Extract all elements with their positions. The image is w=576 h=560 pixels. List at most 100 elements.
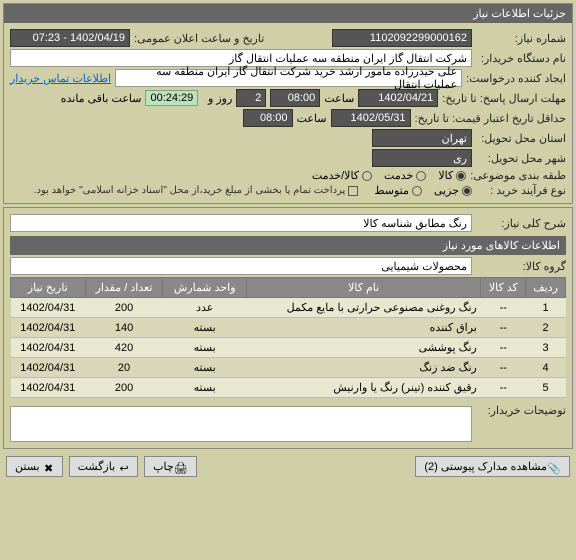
need-no-value: 1102092299000162 <box>332 29 472 47</box>
table-row[interactable]: 5--رقیق کننده (تینر) رنگ یا وارنیشبسته20… <box>11 378 566 398</box>
desc-panel: شرح کلی نیاز: رنگ مطابق شناسه کالا اطلاع… <box>3 207 573 449</box>
table-header: تاریخ نیاز <box>11 278 86 298</box>
row-deadline: مهلت ارسال پاسخ: تا تاریخ: 1402/04/21 سا… <box>10 89 566 107</box>
panel-body: شماره نیاز: 1102092299000162 تاریخ و ساع… <box>4 23 572 203</box>
checkbox-icon <box>348 186 358 196</box>
table-cell: عدد <box>163 298 247 318</box>
city-label: شهر محل تحویل: <box>476 152 566 165</box>
table-header: واحد شمارش <box>163 278 247 298</box>
table-cell: رقیق کننده (تینر) رنگ یا وارنیش <box>246 378 480 398</box>
process-radios: جزیی متوسط <box>374 184 472 197</box>
row-desc: شرح کلی نیاز: رنگ مطابق شناسه کالا <box>10 214 566 232</box>
radio-icon <box>456 171 466 181</box>
footer: 📎 مشاهده مدارک پیوستی (2) 🖨 چاپ ↩ بازگشت… <box>0 452 576 481</box>
items-table: ردیفکد کالانام کالاواحد شمارشتعداد / مقد… <box>10 277 566 398</box>
close-label: بستن <box>15 460 40 473</box>
close-icon: ✖ <box>44 462 54 472</box>
radio-icon <box>416 171 426 181</box>
notes-textarea[interactable] <box>10 406 472 442</box>
table-row[interactable]: 2--براق کنندهبسته1401402/04/31 <box>11 318 566 338</box>
table-cell: بسته <box>163 378 247 398</box>
validity-time: 08:00 <box>243 109 293 127</box>
desc-label: شرح کلی نیاز: <box>476 217 566 230</box>
row-process: نوع فرآیند خرید : جزیی متوسط پرداخت تمام… <box>10 184 566 197</box>
table-row[interactable]: 4--رنگ ضد زنگبسته201402/04/31 <box>11 358 566 378</box>
radio-icon <box>412 186 422 196</box>
row-validity: حداقل تاریخ اعتبار قیمت: تا تاریخ: 1402/… <box>10 109 566 127</box>
back-icon: ↩ <box>119 462 129 472</box>
process-label: نوع فرآیند خرید : <box>476 184 566 197</box>
deadline-label: مهلت ارسال پاسخ: تا تاریخ: <box>442 92 566 105</box>
table-cell: بسته <box>163 318 247 338</box>
radio-goods[interactable]: کالا <box>438 169 466 182</box>
radio-small-label: جزیی <box>434 184 459 197</box>
table-cell: رنگ روغنی مصنوعی حرارتی با مایع مکمل <box>246 298 480 318</box>
back-button[interactable]: ↩ بازگشت <box>69 456 139 477</box>
table-cell: بسته <box>163 358 247 378</box>
remain-day-label: روز و <box>202 92 232 105</box>
radio-icon <box>462 186 472 196</box>
table-cell: 1402/04/31 <box>11 298 86 318</box>
radio-small[interactable]: جزیی <box>434 184 472 197</box>
need-no-label: شماره نیاز: <box>476 32 566 45</box>
back-label: بازگشت <box>78 460 116 473</box>
announce-value: 1402/04/19 - 07:23 <box>10 29 130 47</box>
remain-days: 2 <box>236 89 266 107</box>
table-cell: 1402/04/31 <box>11 358 86 378</box>
print-button[interactable]: 🖨 چاپ <box>144 456 197 477</box>
province-value: تهران <box>372 129 472 147</box>
buyer-label: نام دستگاه خریدار: <box>476 52 566 65</box>
table-cell: -- <box>481 298 526 318</box>
main-panel: جزئیات اطلاعات نیاز شماره نیاز: 11020922… <box>3 3 573 204</box>
radio-medium[interactable]: متوسط <box>374 184 422 197</box>
row-city: شهر محل تحویل: ری <box>10 149 566 167</box>
payment-note: پرداخت تمام یا بخشی از مبلغ خرید،از محل … <box>34 185 346 196</box>
announce-label: تاریخ و ساعت اعلان عمومی: <box>134 32 264 45</box>
category-radios: کالا خدمت کالا/خدمت <box>312 169 466 182</box>
table-cell: 20 <box>85 358 163 378</box>
table-row[interactable]: 1--رنگ روغنی مصنوعی حرارتی با مایع مکملع… <box>11 298 566 318</box>
attachment-icon: 📎 <box>551 462 561 472</box>
print-icon: 🖨 <box>178 462 188 472</box>
deadline-time-label: ساعت <box>324 92 354 105</box>
table-header: نام کالا <box>246 278 480 298</box>
table-cell: رنگ ضد زنگ <box>246 358 480 378</box>
desc-value: رنگ مطابق شناسه کالا <box>10 214 472 232</box>
items-header: اطلاعات کالاهای مورد نیاز <box>10 236 566 255</box>
row-province: استان محل تحویل: تهران <box>10 129 566 147</box>
table-cell: -- <box>481 338 526 358</box>
radio-service[interactable]: خدمت <box>384 169 426 182</box>
table-cell: -- <box>481 318 526 338</box>
panel-title: جزئیات اطلاعات نیاز <box>4 4 572 23</box>
province-label: استان محل تحویل: <box>476 132 566 145</box>
payment-check[interactable]: پرداخت تمام یا بخشی از مبلغ خرید،از محل … <box>34 185 359 196</box>
attachments-button[interactable]: 📎 مشاهده مدارک پیوستی (2) <box>415 456 570 477</box>
table-cell: 200 <box>85 298 163 318</box>
table-cell: 1 <box>526 298 566 318</box>
radio-both-label: کالا/خدمت <box>312 169 359 182</box>
row-creator: ایجاد کننده درخواست: علی حیدرزاده مامور … <box>10 69 566 87</box>
category-label: طبقه بندی موضوعی: <box>470 169 566 182</box>
notes-label: توضیحات خریدار: <box>476 404 566 417</box>
creator-value: علی حیدرزاده مامور ارشد خرید شرکت انتقال… <box>115 69 462 87</box>
row-group: گروه کالا: محصولات شیمیایی <box>10 257 566 275</box>
table-row[interactable]: 3--رنگ پوششیبسته4201402/04/31 <box>11 338 566 358</box>
table-cell: 5 <box>526 378 566 398</box>
table-cell: 3 <box>526 338 566 358</box>
table-header: ردیف <box>526 278 566 298</box>
table-header: کد کالا <box>481 278 526 298</box>
table-header: تعداد / مقدار <box>85 278 163 298</box>
radio-both[interactable]: کالا/خدمت <box>312 169 372 182</box>
table-cell: 4 <box>526 358 566 378</box>
remain-timer: 00:24:29 <box>145 90 198 106</box>
close-button[interactable]: ✖ بستن <box>6 456 63 477</box>
table-cell: 200 <box>85 378 163 398</box>
print-label: چاپ <box>153 460 174 473</box>
validity-date: 1402/05/31 <box>331 109 411 127</box>
table-cell: 2 <box>526 318 566 338</box>
contact-link[interactable]: اطلاعات تماس خریدار <box>10 72 111 85</box>
creator-label: ایجاد کننده درخواست: <box>466 72 566 85</box>
row-notes: توضیحات خریدار: <box>10 404 566 442</box>
table-cell: 1402/04/31 <box>11 338 86 358</box>
radio-service-label: خدمت <box>384 169 413 182</box>
